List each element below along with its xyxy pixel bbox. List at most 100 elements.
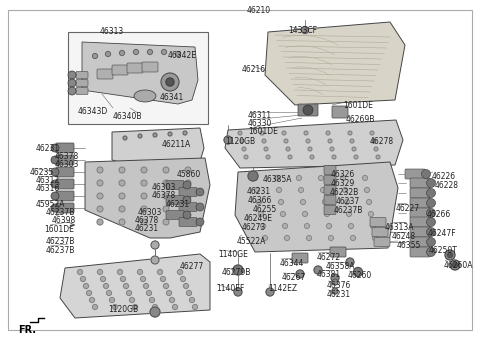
Circle shape [180, 276, 185, 282]
Circle shape [324, 212, 329, 217]
Text: 46247F: 46247F [428, 229, 456, 238]
Circle shape [326, 131, 330, 135]
Circle shape [123, 284, 129, 289]
Text: 46211A: 46211A [162, 140, 191, 149]
Circle shape [97, 269, 103, 274]
Circle shape [81, 276, 85, 282]
Bar [68, 32, 208, 124]
Circle shape [133, 49, 139, 54]
Circle shape [119, 180, 125, 186]
Circle shape [151, 256, 159, 264]
FancyBboxPatch shape [410, 188, 430, 198]
Text: 46269B: 46269B [346, 115, 375, 124]
Circle shape [161, 49, 167, 54]
Text: 46232B: 46232B [330, 188, 359, 197]
Ellipse shape [196, 218, 204, 226]
FancyBboxPatch shape [324, 195, 336, 204]
Circle shape [330, 147, 334, 151]
Circle shape [167, 290, 171, 295]
FancyBboxPatch shape [112, 65, 128, 75]
Circle shape [280, 212, 286, 217]
Circle shape [319, 175, 324, 180]
Circle shape [370, 131, 374, 135]
Circle shape [118, 269, 122, 274]
Circle shape [345, 199, 349, 204]
Circle shape [332, 288, 338, 294]
Text: 46378: 46378 [55, 152, 79, 161]
Text: 46376: 46376 [327, 281, 351, 290]
Circle shape [153, 305, 157, 310]
Ellipse shape [427, 238, 435, 246]
Ellipse shape [421, 169, 431, 178]
Ellipse shape [51, 204, 59, 212]
Circle shape [107, 290, 111, 295]
Circle shape [323, 199, 327, 204]
Circle shape [348, 223, 353, 228]
Ellipse shape [196, 203, 204, 211]
Circle shape [238, 131, 242, 135]
Circle shape [260, 131, 264, 135]
Circle shape [176, 51, 180, 56]
Circle shape [160, 276, 166, 282]
Circle shape [149, 297, 155, 303]
Ellipse shape [51, 180, 59, 188]
Circle shape [141, 180, 147, 186]
Circle shape [141, 167, 147, 173]
Text: 46378: 46378 [135, 216, 159, 225]
Circle shape [254, 188, 260, 193]
Circle shape [86, 290, 92, 295]
Circle shape [234, 288, 242, 296]
Text: 1140GE: 1140GE [218, 250, 248, 259]
Circle shape [130, 297, 134, 303]
Text: 46366: 46366 [248, 196, 272, 205]
Circle shape [178, 269, 182, 274]
Circle shape [141, 193, 147, 199]
Circle shape [185, 167, 191, 173]
Circle shape [367, 199, 372, 204]
Ellipse shape [134, 90, 156, 102]
Circle shape [138, 134, 142, 138]
Circle shape [371, 223, 375, 228]
Text: 46279B: 46279B [222, 268, 252, 277]
FancyBboxPatch shape [330, 247, 346, 257]
Circle shape [285, 236, 289, 241]
Circle shape [332, 155, 336, 159]
Circle shape [364, 188, 370, 193]
FancyBboxPatch shape [410, 227, 430, 237]
Circle shape [240, 139, 244, 143]
Circle shape [172, 305, 178, 310]
Polygon shape [60, 254, 210, 318]
Text: 46358A: 46358A [326, 262, 356, 271]
Ellipse shape [427, 247, 435, 257]
Circle shape [163, 193, 169, 199]
FancyBboxPatch shape [410, 208, 430, 218]
Circle shape [282, 131, 286, 135]
Circle shape [120, 276, 125, 282]
Ellipse shape [51, 144, 59, 152]
Circle shape [261, 223, 265, 228]
Text: 46237B: 46237B [46, 208, 75, 217]
Text: 46227: 46227 [396, 204, 420, 213]
Text: 1433CF: 1433CF [288, 26, 317, 35]
FancyBboxPatch shape [179, 188, 197, 196]
Circle shape [185, 180, 191, 186]
Text: 1601DE: 1601DE [44, 225, 74, 234]
Text: 46266: 46266 [427, 210, 451, 219]
Circle shape [447, 252, 453, 258]
Circle shape [374, 147, 378, 151]
Circle shape [163, 167, 169, 173]
Circle shape [276, 188, 281, 193]
Circle shape [328, 236, 334, 241]
Circle shape [185, 219, 191, 225]
Circle shape [266, 155, 270, 159]
Text: 46231: 46231 [135, 224, 159, 233]
Ellipse shape [183, 196, 191, 204]
Ellipse shape [51, 168, 59, 176]
Text: 46216: 46216 [242, 65, 266, 74]
Circle shape [308, 147, 312, 151]
Ellipse shape [183, 211, 191, 219]
Text: 1601DE: 1601DE [343, 101, 373, 110]
Ellipse shape [68, 79, 76, 87]
Circle shape [362, 175, 368, 180]
Text: 46303: 46303 [138, 208, 162, 217]
